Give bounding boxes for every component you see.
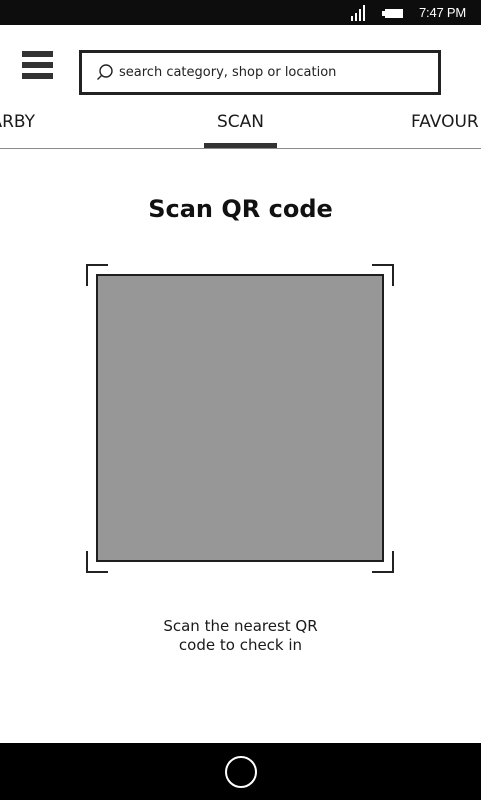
tab-favourites[interactable]: FAVOUR (411, 112, 479, 132)
scan-instruction-line-1: Scan the nearest QR (163, 617, 318, 635)
frame-corner-bottom-left (86, 551, 108, 573)
scan-instruction: Scan the nearest QR code to check in (140, 617, 341, 655)
system-nav-bar (0, 743, 481, 800)
page-title: Scan QR code (148, 195, 333, 223)
search-box[interactable] (79, 50, 441, 95)
tab-scan[interactable]: SCAN (216, 112, 264, 132)
tabs-divider (0, 148, 481, 149)
scan-instruction-line-2: code to check in (178, 636, 303, 654)
battery-icon (382, 9, 403, 18)
hamburger-menu-icon[interactable] (22, 51, 54, 81)
status-time: 7:47 PM (419, 5, 467, 20)
status-bar: 7:47 PM (0, 0, 481, 25)
search-input[interactable] (119, 53, 429, 92)
active-tab-indicator (204, 143, 277, 148)
home-circle-icon[interactable] (225, 756, 257, 788)
frame-corner-top-right (372, 264, 394, 286)
signal-icon (351, 5, 367, 21)
scanner-frame (86, 264, 394, 573)
qr-camera-viewport[interactable] (96, 274, 384, 562)
frame-corner-bottom-right (372, 551, 394, 573)
frame-corner-top-left (86, 264, 108, 286)
search-icon (97, 64, 113, 80)
tab-nearby[interactable]: ARBY (0, 112, 35, 132)
